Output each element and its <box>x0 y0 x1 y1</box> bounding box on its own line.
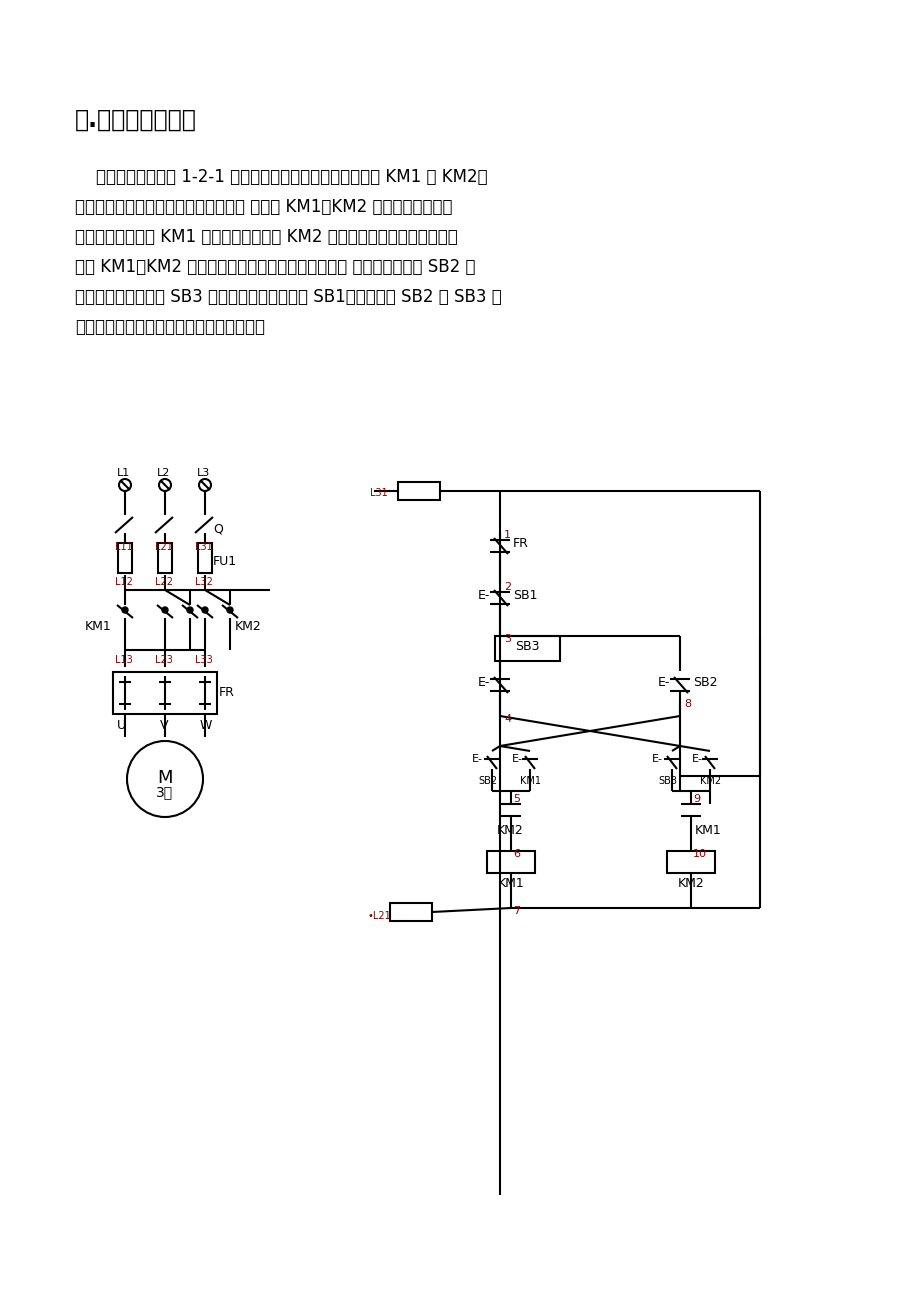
Text: 6: 6 <box>513 849 519 859</box>
Text: 成机械互锁环节，以求线路能够方便操作。: 成机械互锁环节，以求线路能够方便操作。 <box>75 318 265 336</box>
Bar <box>158 543 172 573</box>
Text: L21: L21 <box>154 542 173 552</box>
Text: E-: E- <box>652 754 663 764</box>
Bar <box>398 482 439 500</box>
Bar <box>390 904 432 921</box>
Text: 2: 2 <box>504 582 511 592</box>
Bar <box>486 852 535 874</box>
Circle shape <box>202 607 208 613</box>
Text: E-: E- <box>512 754 522 764</box>
Text: E-: E- <box>691 754 702 764</box>
Bar <box>494 635 560 661</box>
Text: •L21: •L21 <box>368 911 391 921</box>
Text: SB2: SB2 <box>692 676 717 689</box>
Text: 1: 1 <box>504 530 510 540</box>
Text: L2: L2 <box>157 467 170 478</box>
Text: Q: Q <box>213 523 222 536</box>
Text: L31: L31 <box>369 488 387 497</box>
Text: E-: E- <box>471 754 482 764</box>
Text: 正转按钮，复合按钮 SB3 为反转按钮，停止按钮 SB1。采用按钮 SB2 与 SB3 组: 正转按钮，复合按钮 SB3 为反转按钮，停止按钮 SB1。采用按钮 SB2 与 … <box>75 288 501 306</box>
Circle shape <box>227 607 233 613</box>
Text: 其电气原理图如图 1-2-1 所示，本电路中采用了两个接触器 KM1 和 KM2，: 其电气原理图如图 1-2-1 所示，本电路中采用了两个接触器 KM1 和 KM2… <box>75 168 487 186</box>
Circle shape <box>122 607 128 613</box>
Text: FR: FR <box>219 686 234 699</box>
Bar <box>666 852 714 874</box>
Circle shape <box>187 607 193 613</box>
Text: 二.设计电气原理图: 二.设计电气原理图 <box>75 108 197 132</box>
Text: KM2: KM2 <box>234 620 262 633</box>
Text: 5: 5 <box>513 794 519 805</box>
Text: 9: 9 <box>692 794 699 805</box>
Text: U: U <box>117 719 126 732</box>
Text: W: W <box>199 719 212 732</box>
Text: 3: 3 <box>504 634 510 644</box>
Text: L22: L22 <box>154 577 173 587</box>
Text: E-: E- <box>657 676 670 689</box>
Text: L31: L31 <box>195 542 212 552</box>
Text: 8: 8 <box>683 699 690 710</box>
Text: SB2: SB2 <box>478 776 496 786</box>
Text: KM2: KM2 <box>677 878 704 891</box>
Text: 10: 10 <box>692 849 706 859</box>
Text: M: M <box>157 769 173 786</box>
Text: 4: 4 <box>504 713 511 724</box>
Bar <box>113 672 217 713</box>
Text: 7: 7 <box>513 906 519 917</box>
Text: KM1: KM1 <box>497 878 524 891</box>
Text: FR: FR <box>513 536 528 549</box>
Text: SB3: SB3 <box>515 641 539 654</box>
Text: KM1: KM1 <box>694 824 721 837</box>
Text: L13: L13 <box>115 655 132 665</box>
Text: V: V <box>160 719 168 732</box>
Text: L1: L1 <box>117 467 130 478</box>
Text: L33: L33 <box>195 655 212 665</box>
Text: L3: L3 <box>197 467 210 478</box>
Text: L32: L32 <box>195 577 212 587</box>
Text: SB1: SB1 <box>513 589 537 602</box>
Text: L23: L23 <box>154 655 173 665</box>
Text: E-: E- <box>478 676 490 689</box>
Circle shape <box>162 607 168 613</box>
Bar <box>198 543 211 573</box>
Text: KM1: KM1 <box>519 776 540 786</box>
Text: L12: L12 <box>115 577 132 587</box>
Text: 作时 KM1、KM2 不会同时得电，电路能够可靠工作。 采用了复合按钮 SB2 为: 作时 KM1、KM2 不会同时得电，电路能够可靠工作。 采用了复合按钮 SB2 … <box>75 258 475 276</box>
Text: L11: L11 <box>115 542 132 552</box>
Text: 分别进行正转和反转的控制。为了避免 接触器 KM1、KM2 同时得电吸合造成: 分别进行正转和反转的控制。为了避免 接触器 KM1、KM2 同时得电吸合造成 <box>75 198 452 216</box>
Text: KM2: KM2 <box>699 776 720 786</box>
Text: 3～: 3～ <box>156 785 174 799</box>
Text: KM2: KM2 <box>496 824 523 837</box>
Text: KM1: KM1 <box>85 620 111 633</box>
Text: E-: E- <box>478 589 490 602</box>
Text: FU1: FU1 <box>213 555 237 568</box>
Text: SB3: SB3 <box>657 776 676 786</box>
Bar <box>118 543 131 573</box>
Text: 三相电源短路，在 KM1 线圈支路中串接有 KM2 辅助常闭触头，保证了线路工: 三相电源短路，在 KM1 线圈支路中串接有 KM2 辅助常闭触头，保证了线路工 <box>75 228 458 246</box>
